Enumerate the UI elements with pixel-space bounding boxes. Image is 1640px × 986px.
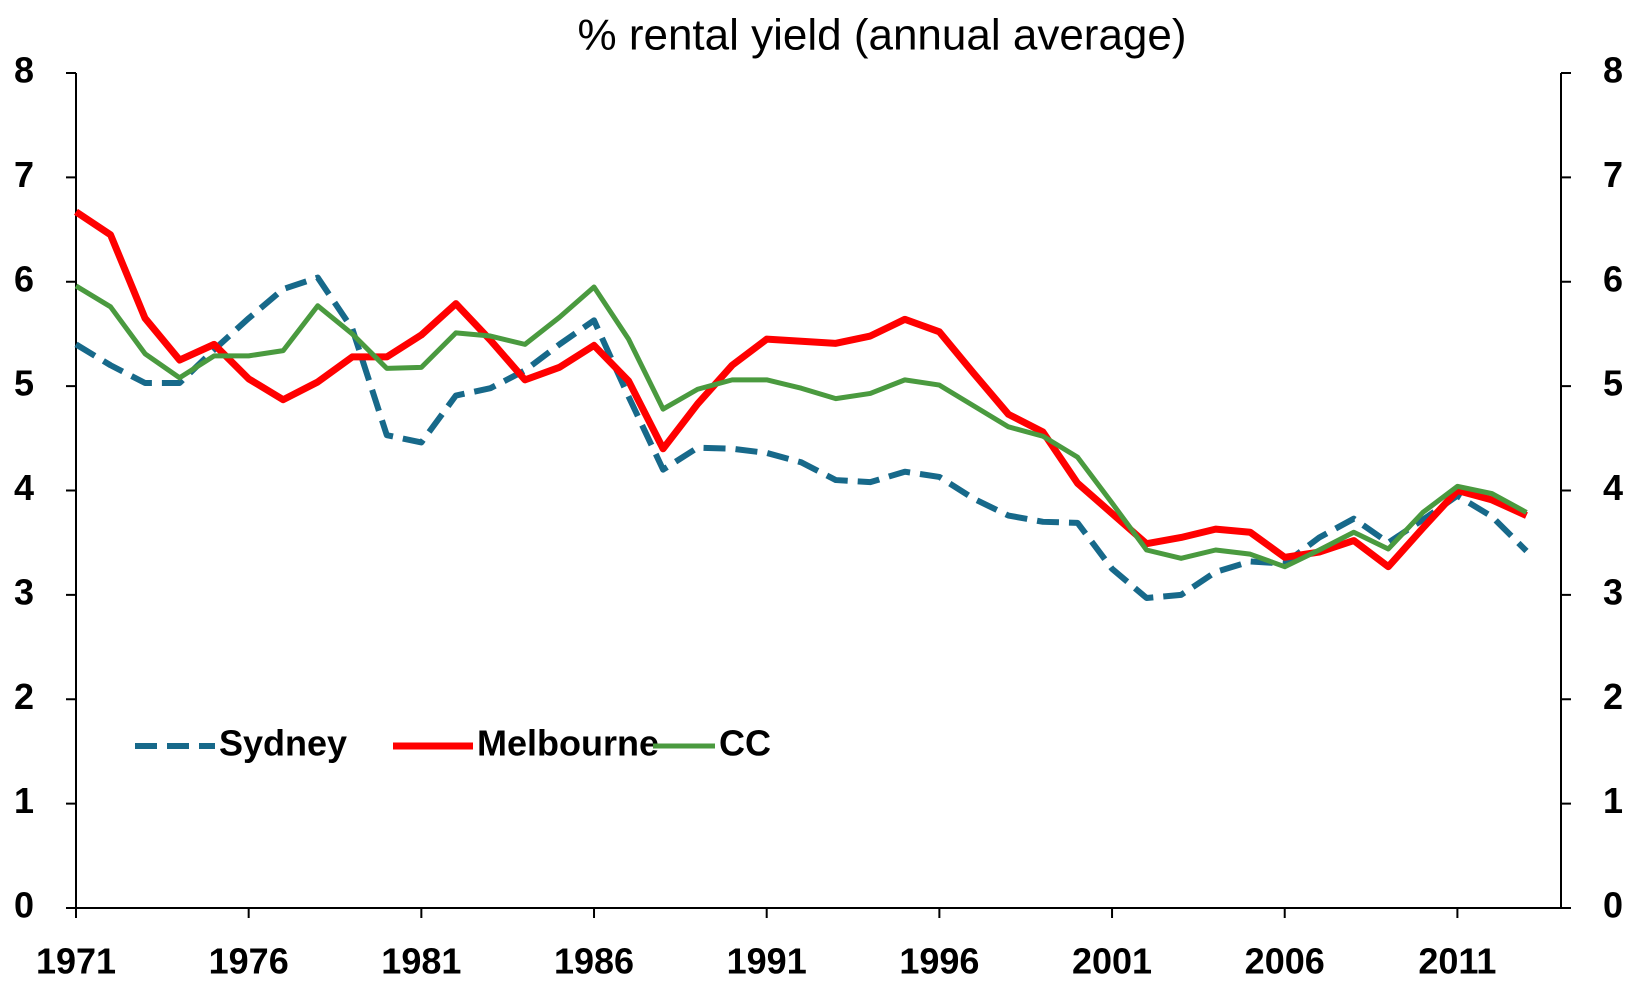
series-line (74, 283, 1528, 570)
legend-label: Melbourne (477, 723, 659, 764)
series-line (74, 274, 1529, 602)
y2-tick-label: 7 (1603, 154, 1623, 195)
y-tick-label: 0 (14, 885, 34, 926)
x-tick-label: 1991 (727, 941, 807, 982)
y-tick-label: 8 (14, 50, 34, 91)
x-tick-label: 1986 (554, 941, 634, 982)
x-tick-label: 2011 (1418, 941, 1496, 982)
y-tick-label: 5 (14, 363, 34, 404)
y-tick-label: 4 (14, 467, 34, 508)
y2-tick-label: 8 (1603, 50, 1623, 91)
y-tick-label: 7 (14, 154, 34, 195)
y-tick-label: 2 (14, 676, 34, 717)
y2-tick-label: 0 (1603, 885, 1623, 926)
y2-tick-label: 1 (1603, 780, 1623, 821)
y-tick-label: 3 (14, 571, 34, 612)
y2-tick-label: 4 (1603, 467, 1623, 508)
x-tick-label: 2006 (1245, 941, 1325, 982)
legend-label: CC (719, 723, 771, 764)
series-line (74, 208, 1528, 571)
y2-tick-label: 5 (1603, 363, 1623, 404)
y2-tick-label: 2 (1603, 676, 1623, 717)
x-tick-label: 1976 (209, 941, 289, 982)
x-tick-label: 1981 (381, 941, 461, 982)
legend-label: Sydney (219, 723, 347, 764)
chart-title: % rental yield (annual average) (577, 11, 1186, 60)
y2-tick-label: 6 (1603, 258, 1623, 299)
x-tick-label: 2001 (1072, 941, 1152, 982)
x-tick-label: 1971 (36, 941, 116, 982)
y-tick-label: 1 (14, 780, 34, 821)
y2-tick-label: 3 (1603, 571, 1623, 612)
y-tick-label: 6 (14, 258, 34, 299)
x-tick-label: 1996 (899, 941, 979, 982)
